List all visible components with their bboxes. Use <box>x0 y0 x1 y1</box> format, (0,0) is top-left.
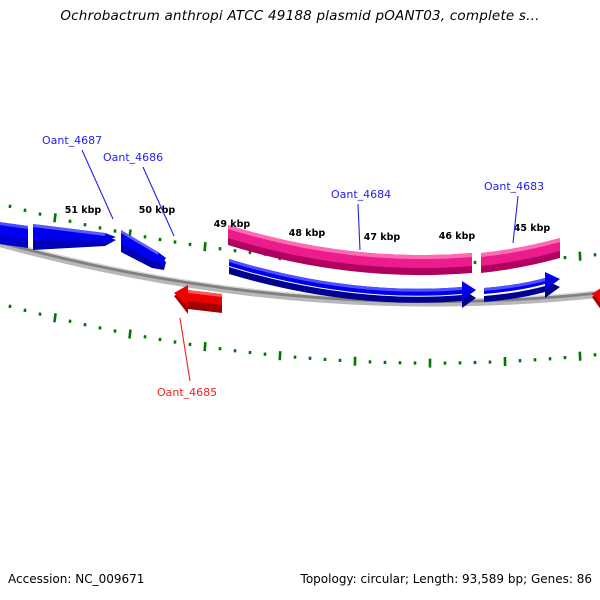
genome-backbone <box>0 239 600 307</box>
ruler-tick-minor <box>233 249 237 253</box>
ruler-tick-minor <box>248 250 252 255</box>
page-title: Ochrobactrum anthropi ATCC 49188 plasmid… <box>60 8 540 24</box>
ruler-tick-major <box>53 313 57 323</box>
ruler-tick-label: 50 kbp <box>139 205 176 216</box>
accession-text: Accession: NC_009671 <box>8 572 145 586</box>
ruler-tick-minor <box>473 260 477 265</box>
ruler-tick-minor <box>533 358 537 362</box>
ruler-tick-label: 45 kbp <box>514 223 551 234</box>
ruler-tick-label: 48 kbp <box>289 228 326 239</box>
ruler-tick-minor <box>113 229 117 233</box>
ruler-tick-minor <box>8 204 12 209</box>
gene-feature[interactable] <box>121 230 166 270</box>
gene-track-forward <box>0 220 560 308</box>
gene-track-reverse <box>174 285 600 314</box>
ruler-tick-minor <box>263 352 267 356</box>
ruler-tick-major <box>578 251 582 261</box>
ruler-tick-minor <box>188 242 192 247</box>
ruler-tick-minor <box>158 337 162 342</box>
ruler-tick-minor <box>308 356 312 360</box>
ruler-tick-minor <box>548 357 552 361</box>
ruler-tick-major <box>578 351 582 361</box>
ruler-tick-minor <box>218 247 222 251</box>
status-bar: Accession: NC_009671 Topology: circular;… <box>0 572 600 592</box>
gene-feature[interactable] <box>33 224 116 250</box>
ruler-tick-minor <box>173 340 177 344</box>
ruler-tick-minor <box>173 240 177 244</box>
gene-label[interactable]: Oant_4684 <box>331 188 391 201</box>
gene-label-leader-line <box>512 195 519 244</box>
tick-row-lower <box>8 304 597 368</box>
gene-label[interactable]: Oant_4685 <box>157 386 217 399</box>
ruler-tick-minor <box>338 358 342 363</box>
ruler-tick-minor <box>188 342 192 347</box>
ruler-tick-minor <box>248 350 252 355</box>
rna-feature[interactable] <box>228 225 472 276</box>
ruler-tick-minor <box>143 235 147 239</box>
ruler-tick-major <box>428 358 432 368</box>
gene-feature[interactable] <box>229 259 476 308</box>
ruler-tick-minor <box>98 226 102 230</box>
ruler-tick-minor <box>413 361 417 365</box>
gene-feature[interactable] <box>0 220 28 248</box>
ruler-labels: 51 kbp 50 kbp 49 kbp 48 kbp 47 kbp 46 kbp 45 k… <box>65 205 551 243</box>
ruler-tick-major <box>353 356 357 366</box>
ruler-tick-minor <box>68 319 72 324</box>
ruler-tick-minor <box>488 360 492 364</box>
gene-feature[interactable] <box>484 272 560 302</box>
ruler-tick-minor <box>143 335 147 339</box>
gene-label[interactable]: Oant_4687 <box>42 134 102 147</box>
ruler-tick-minor <box>98 326 102 330</box>
gene-label-leader-line <box>142 166 175 237</box>
ruler-tick-minor <box>593 353 597 357</box>
gene-label-leader-line <box>357 203 361 251</box>
ruler-tick-major <box>203 342 207 352</box>
ruler-tick-minor <box>518 359 522 363</box>
ruler-tick-minor <box>8 304 12 309</box>
ruler-tick-minor <box>23 308 27 313</box>
ruler-tick-minor <box>368 360 372 364</box>
ruler-tick-minor <box>83 322 87 327</box>
ruler-tick-minor <box>158 237 162 242</box>
ruler-tick-minor <box>293 355 297 359</box>
ruler-tick-minor <box>23 208 27 213</box>
ruler-tick-label: 49 kbp <box>214 219 251 230</box>
ruler-tick-label: 47 kbp <box>364 232 401 243</box>
ruler-tick-major <box>53 213 57 223</box>
ruler-tick-minor <box>323 357 327 362</box>
ruler-tick-minor <box>473 360 477 365</box>
ruler-tick-minor <box>398 361 402 365</box>
ruler-tick-minor <box>563 355 567 360</box>
ruler-tick-minor <box>83 222 87 227</box>
ruler-tick-major <box>203 242 207 252</box>
gene-feature[interactable] <box>592 286 600 314</box>
rna-feature[interactable] <box>481 238 560 273</box>
ruler-tick-minor <box>593 253 597 257</box>
ruler-tick-minor <box>68 219 72 224</box>
gene-label[interactable]: Oant_4683 <box>484 180 544 193</box>
ruler-tick-label: 46 kbp <box>439 231 476 242</box>
ruler-tick-label: 51 kbp <box>65 205 102 216</box>
ruler-tick-minor <box>563 255 567 260</box>
gene-label-leader-line <box>81 149 114 220</box>
gene-label[interactable]: Oant_4686 <box>103 151 163 164</box>
ruler-tick-major <box>278 351 282 361</box>
ruler-tick-minor <box>443 361 447 365</box>
ruler-tick-minor <box>38 212 42 216</box>
ruler-tick-minor <box>458 361 462 365</box>
ruler-tick-minor <box>383 360 387 365</box>
ruler-tick-major <box>503 356 507 367</box>
topology-text: Topology: circular; Length: 93,589 bp; G… <box>300 572 592 586</box>
rna-track <box>228 225 560 276</box>
gene-feature[interactable] <box>174 285 222 314</box>
ruler-tick-minor <box>233 349 237 353</box>
gene-label-leader-line <box>179 317 191 382</box>
ruler-tick-minor <box>38 312 42 316</box>
ruler-tick-minor <box>113 329 117 333</box>
ruler-tick-major <box>128 329 132 339</box>
ruler-tick-minor <box>218 347 222 351</box>
